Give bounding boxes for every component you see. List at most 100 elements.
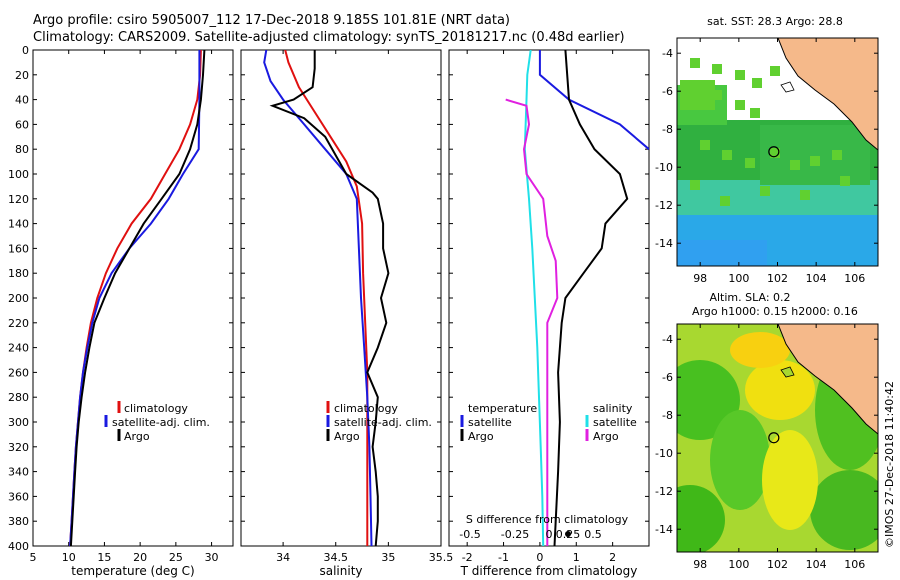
sla-map-title: Altim. SLA: 0.2 [709,291,790,304]
s-diff-tick-label: -0.5 [459,528,480,541]
map-x-tick-label: 104 [806,272,827,285]
salinity-legend: climatology satellite-adj. clim. Argo [326,401,432,443]
depth-tick-label: 400 [8,540,29,553]
map-y-tick-label: -4 [662,47,673,60]
sst-map-ticks: 98 100 102 104 106 -4 -6 -8 -10 -12 -14 [655,38,878,285]
profile-line-climatology [69,50,202,546]
profile-line-satellite-adj-clim- [263,50,373,546]
legend-label-s-argo: Argo [593,430,619,443]
x-tick-label: 2 [609,551,616,564]
x-tick-label: 20 [133,551,147,564]
legend-label-t-argo: Argo [468,430,494,443]
sst-patch [735,70,745,80]
map-y-tick-label: -14 [655,237,673,250]
legend-label-climatology: climatology [334,402,398,415]
sst-map-field [677,38,878,266]
sst-patch [690,58,700,68]
depth-tick-label: 40 [15,94,29,107]
sst-patch [770,148,780,158]
map-y-tick-label: -12 [655,485,673,498]
map-x-tick-label: 100 [728,272,749,285]
map-x-tick-label: 100 [728,558,749,571]
legend-title-salinity: salinity [593,402,633,415]
profile-line-satellite-adj-clim- [69,50,201,546]
sla-map-ticks: 98 100 102 104 106 -4 -6 -8 -10 -12 -14 [655,324,878,571]
x-tick-label: 30 [205,551,219,564]
sst-patch [832,150,842,160]
x-tick-label: 10 [62,551,76,564]
map-x-tick-label: 102 [767,558,788,571]
depth-tick-label: 220 [8,317,29,330]
map-x-tick-label: 106 [844,558,865,571]
legend-title-temperature: temperature [468,402,537,415]
map-y-tick-label: -10 [655,161,673,174]
profile-line-t-diff-satellite [538,50,649,150]
sst-patch [735,100,745,110]
profile-line-s-diff-argo [505,98,559,546]
x-tick-label: 5 [30,551,37,564]
sst-argo-position-marker [768,146,780,158]
depth-tick-label: 200 [8,292,29,305]
sst-patch [760,186,770,196]
legend-label-argo: Argo [124,430,150,443]
depth-axis-ticks: 0 20 40 60 80 100 120 140 160 180 200 220 240 260 280 3… [8,44,649,553]
depth-tick-label: 180 [8,267,29,280]
depth-tick-label: 80 [15,143,29,156]
depth-tick-label: 300 [8,416,29,429]
map-x-tick-label: 106 [844,272,865,285]
depth-tick-label: 160 [8,242,29,255]
depth-tick-label: 0 [22,44,29,57]
temperature-lines [69,50,206,546]
profile-line-climatology [284,50,369,546]
sla-land [777,324,878,435]
difference-xlabel: T difference from climatology [460,564,638,578]
sla-argo-position-marker [768,432,780,444]
map-y-tick-label: -8 [662,409,673,422]
s-diff-marker [565,531,571,537]
map-y-tick-label: -12 [655,199,673,212]
map-x-tick-label: 98 [693,272,707,285]
difference-legend: temperature satellite Argo salinity sate… [460,402,637,443]
salinity-panel-frame [240,49,442,547]
s-diff-tick-label: 0.5 [584,528,602,541]
x-tick-label: 35 [381,551,395,564]
panel-x-ticks: 5 10 15 20 25 30 34 34.5 35 35.5 -2 -1 0 1 2 [30,50,616,564]
sst-patch [790,160,800,170]
map-y-tick-label: -6 [662,371,673,384]
legend-label-s-satellite: satellite [593,416,637,429]
salinity-xlabel: salinity [319,564,362,578]
salinity-lines [263,50,390,546]
depth-tick-label: 100 [8,168,29,181]
sla-map-field [677,324,878,552]
x-tick-label: 34.5 [323,551,348,564]
sst-patch [720,196,730,206]
legend-label-argo: Argo [334,430,360,443]
depth-tick-label: 120 [8,193,29,206]
legend-label-satellite: satellite-adj. clim. [112,416,210,429]
temperature-legend: climatology satellite-adj. clim. Argo [104,401,210,443]
depth-tick-label: 380 [8,515,29,528]
depth-tick-label: 140 [8,218,29,231]
sst-patch [690,180,700,190]
x-tick-label: 25 [169,551,183,564]
temperature-xlabel: temperature (deg C) [71,564,194,578]
x-tick-label: 35.5 [429,551,454,564]
depth-tick-label: 260 [8,366,29,379]
s-difference-axis-label: S difference from climatology [466,513,629,526]
legend-label-climatology: climatology [124,402,188,415]
map-y-tick-label: -14 [655,523,673,536]
depth-tick-label: 240 [8,342,29,355]
sst-map-title: sat. SST: 28.3 Argo: 28.8 [707,15,843,28]
sst-patch [712,90,722,100]
x-tick-label: 0 [536,551,543,564]
sst-patch [712,64,722,74]
map-y-tick-label: -4 [662,333,673,346]
s-diff-tick-label: -0.25 [501,528,529,541]
map-x-tick-label: 98 [693,558,707,571]
depth-tick-label: 280 [8,391,29,404]
sst-patch [750,108,760,118]
map-y-tick-label: -6 [662,85,673,98]
depth-tick-label: 320 [8,441,29,454]
x-tick-label: -1 [498,551,509,564]
